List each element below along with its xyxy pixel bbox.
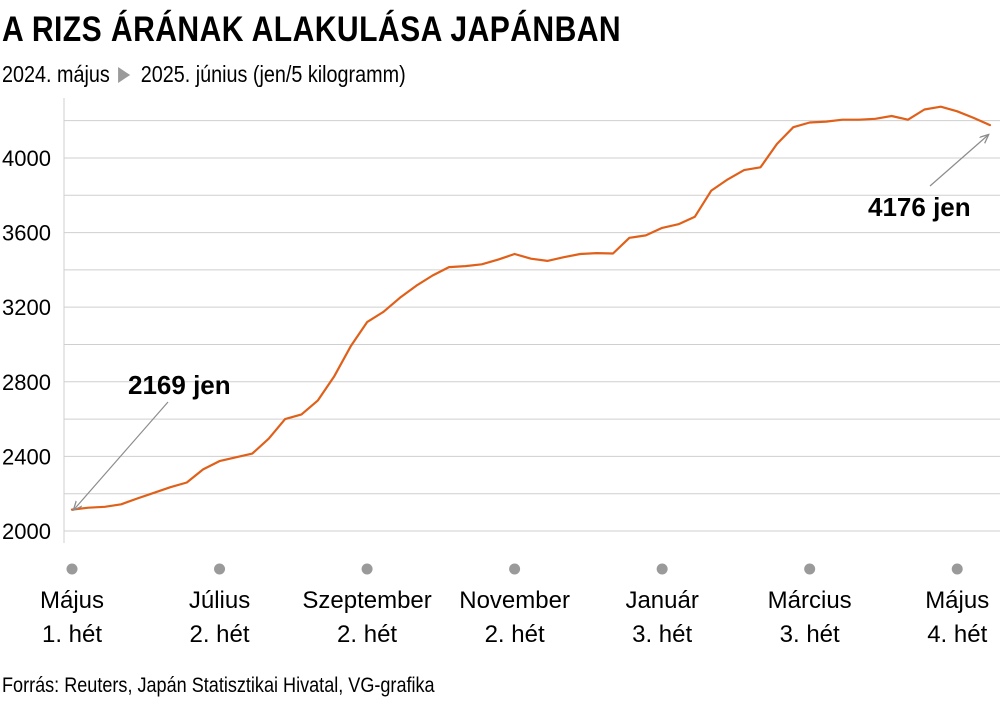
- x-tick-marker: [361, 563, 373, 575]
- x-tick-label-line2: 3. hét: [780, 621, 840, 648]
- x-tick-label-line1: Július: [189, 587, 250, 614]
- y-tick-label: 3200: [2, 295, 51, 320]
- annotations: 2169 jen 4176 jen: [74, 135, 988, 509]
- x-tick-label-line1: Május: [925, 587, 989, 614]
- y-axis-ticks: 2000 2400 2800 3200 3600 4000: [2, 146, 51, 544]
- y-tick-label: 2400: [2, 444, 51, 469]
- x-axis: Május 1. hét Július 2. hét Szeptember 2. hét N…: [40, 563, 989, 648]
- x-tick-label-line2: 2. hét: [337, 621, 397, 648]
- x-tick-marker: [214, 563, 226, 575]
- x-tick-label-line2: 2. hét: [485, 621, 545, 648]
- x-tick-label-line1: Március: [768, 587, 852, 614]
- annotation-end-label: 4176 jen: [868, 192, 971, 222]
- chart-subtitle: 2024. május 2025. június (jen/5 kilogramm…: [2, 61, 406, 88]
- play-arrow-icon: [118, 67, 131, 83]
- x-tick-label-line1: Szeptember: [302, 587, 431, 614]
- x-tick-label-line1: November: [459, 587, 570, 614]
- y-tick-label: 3600: [2, 221, 51, 246]
- gridlines: [63, 98, 1000, 543]
- annotation-start-label: 2169 jen: [128, 370, 231, 400]
- annotation-end-arrow: [929, 135, 988, 187]
- x-tick-label-line1: Január: [625, 587, 698, 614]
- series-line: [70, 105, 992, 511]
- price-series: [70, 105, 992, 511]
- annotation-start-arrow: [74, 401, 169, 509]
- x-tick-label-line1: Május: [40, 587, 104, 614]
- x-tick-marker: [66, 563, 78, 575]
- x-tick-marker: [509, 563, 521, 575]
- y-tick-label: 2000: [2, 519, 51, 544]
- x-tick-marker: [804, 563, 816, 575]
- x-tick-marker: [951, 563, 963, 575]
- y-tick-label: 2800: [2, 370, 51, 395]
- subtitle-end: 2025. június (jen/5 kilogramm): [140, 61, 406, 87]
- x-tick-label-line2: 3. hét: [632, 621, 692, 648]
- subtitle-start: 2024. május: [2, 61, 110, 87]
- x-tick-label-line2: 4. hét: [927, 621, 987, 648]
- source-note: Forrás: Reuters, Japán Statisztikai Hiva…: [2, 674, 435, 697]
- y-tick-label: 4000: [2, 146, 51, 171]
- x-tick-label-line2: 1. hét: [42, 621, 102, 648]
- x-tick-label-line2: 2. hét: [190, 621, 250, 648]
- x-tick-marker: [656, 563, 668, 575]
- chart-title: A RIZS ÁRÁNAK ALAKULÁSA JAPÁNBAN: [2, 10, 622, 49]
